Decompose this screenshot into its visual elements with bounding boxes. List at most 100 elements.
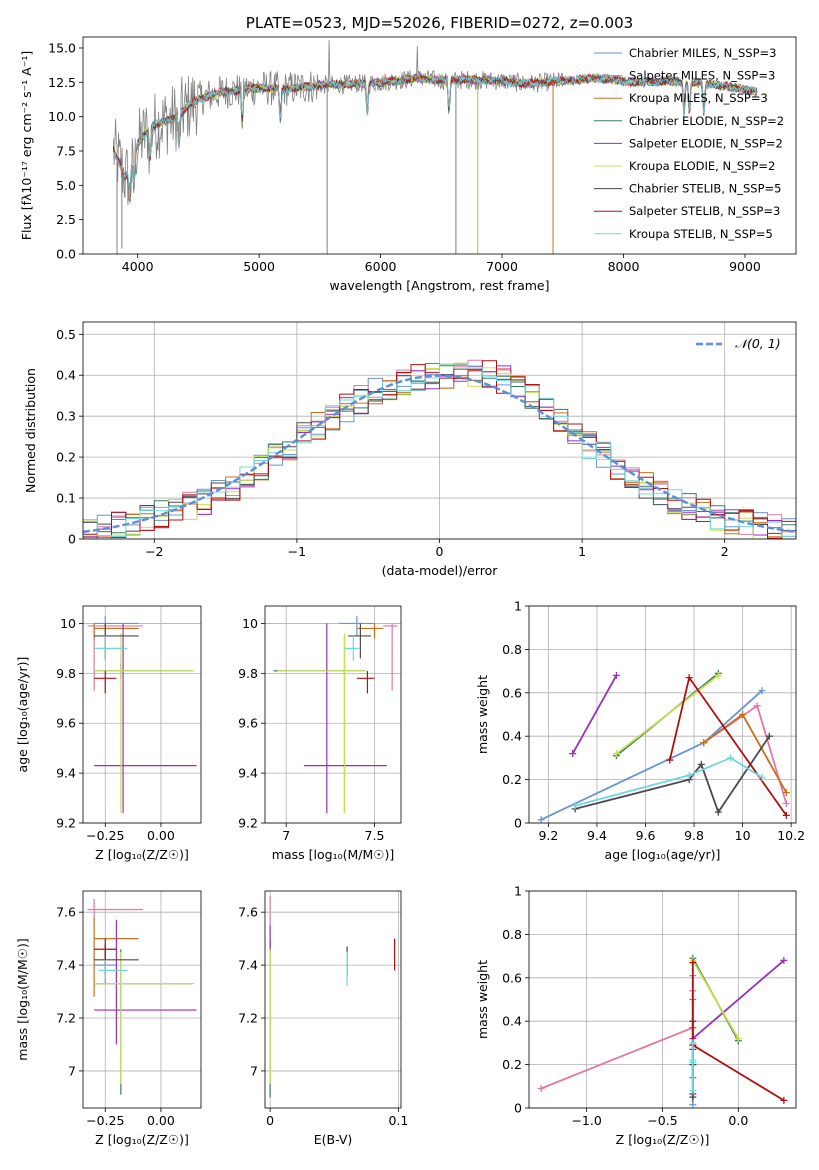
weight-point-marker [734, 1035, 742, 1043]
x-tick-label: 0.00 [147, 828, 175, 843]
x-tick-label: −0.25 [86, 828, 124, 843]
axes-residuals: −2 −1 0 1 2 0 0.1 0.2 0.3 0.4 0.5 (data-model)/erro… [23, 321, 797, 578]
legend-entry: Chabrier STELIB, N_SSP=5 [629, 182, 781, 196]
weight-point-marker [689, 1056, 697, 1064]
plot-area [87, 898, 197, 1095]
axes-frame [82, 890, 202, 1109]
y-tick-label: 9.4 [56, 766, 76, 781]
x-axis-label: (data-model)/error [382, 563, 499, 578]
weight-point-marker [569, 750, 577, 758]
x-tick-label: 0.0 [728, 1113, 748, 1128]
x-axis-label: Z [log₁₀(Z/Z☉)] [616, 1132, 710, 1147]
plot-area [537, 954, 788, 1108]
weight-point-marker [726, 754, 734, 762]
x-tick-label: −1 [288, 544, 306, 559]
x-tick-label: 10.2 [777, 828, 805, 843]
y-tick-label: 0.1 [56, 491, 76, 506]
x-tick-label: 7000 [486, 259, 518, 274]
legend-entry: Chabrier ELODIE, N_SSP=2 [629, 114, 784, 128]
weight-point-marker [697, 760, 705, 768]
y-tick-label: 0.6 [502, 685, 522, 700]
y-tick-label: 9.8 [238, 666, 258, 681]
axes-mass-vs-EBV: 0 0.1 7 7.2 7.4 7.6 E(B-V) [238, 890, 408, 1147]
x-tick-label: −1.0 [571, 1113, 601, 1128]
x-tick-label: 0.00 [147, 1113, 175, 1128]
weight-series-line [692, 959, 785, 1040]
weight-point-marker [537, 816, 545, 823]
weight-series-line [540, 990, 694, 1090]
x-tick-label: −0.25 [86, 1113, 124, 1128]
y-tick-label: 12.5 [48, 75, 76, 90]
x-tick-label: 4000 [122, 259, 154, 274]
y-tick-label: 5.0 [56, 178, 76, 193]
y-tick-label: 7.5 [56, 143, 76, 158]
axes-age-vs-mass: 7 7.5 9.2 9.4 9.6 9.8 10 mass [log₁₀(M/M☉)] [238, 605, 402, 862]
y-tick-label: 9.8 [56, 666, 76, 681]
y-tick-label: 0.3 [56, 409, 76, 424]
x-axis-label: E(B-V) [314, 1132, 353, 1147]
y-tick-label: 0.2 [502, 1057, 522, 1072]
weight-point-marker [780, 1096, 788, 1104]
x-tick-label: 9.2 [538, 828, 558, 843]
axes-frame [264, 890, 402, 1109]
weight-point-marker [765, 732, 773, 740]
y-tick-label: 0 [514, 816, 522, 831]
y-tick-label: 9.2 [56, 816, 76, 831]
x-tick-label: −0.5 [647, 1113, 677, 1128]
x-tick-label: 0 [436, 544, 444, 559]
y-tick-label: 1 [514, 599, 522, 614]
weight-point-marker [685, 674, 693, 682]
y-tick-label: 7.4 [238, 958, 258, 973]
weight-point-marker [758, 687, 766, 695]
y-tick-label: 9.2 [238, 816, 258, 831]
x-tick-label: 9.4 [587, 828, 607, 843]
y-tick-label: 1 [514, 884, 522, 899]
weight-point-marker [612, 671, 620, 679]
plot-area [273, 615, 398, 814]
histogram-series [83, 363, 796, 538]
y-tick-label: 7.4 [56, 958, 76, 973]
x-axis-label: mass [log₁₀(M/M☉)] [272, 847, 394, 862]
axes-age-vs-Z: −0.25 0.00 9.2 9.4 9.6 9.8 10 Z [log₁₀(Z/Z☉)] ag… [15, 605, 202, 862]
y-tick-label: 0 [68, 532, 76, 547]
x-tick-label: 1 [578, 544, 586, 559]
weight-point-marker [739, 711, 747, 718]
y-tick-label: 0.2 [502, 772, 522, 787]
y-tick-label: 7.2 [238, 1011, 258, 1026]
weight-point-marker [537, 1084, 545, 1092]
legend-entry: Salpeter MILES, N_SSP=3 [629, 69, 775, 83]
y-tick-label: 9.4 [238, 766, 258, 781]
y-tick-label: 7 [250, 1063, 258, 1078]
weight-series-line [540, 689, 763, 821]
axes-spectrum: 4000 5000 6000 7000 8000 9000 0.0 2.5 5.0 7.5 10.0… [19, 14, 797, 293]
weight-point-marker [685, 771, 693, 779]
y-tick-label: 9.6 [56, 716, 76, 731]
y-tick-label: 0.8 [502, 642, 522, 657]
plot-area [112, 40, 758, 254]
weight-point-marker [782, 799, 790, 807]
axes-frame [264, 605, 402, 824]
weight-point-marker [689, 1087, 697, 1095]
y-tick-label: 7.6 [238, 905, 258, 920]
x-tick-label: 8000 [608, 259, 640, 274]
y-tick-label: 2.5 [56, 212, 76, 227]
x-tick-label: 7.5 [365, 828, 385, 843]
y-tick-label: 9.6 [238, 716, 258, 731]
x-tick-label: 9.8 [684, 828, 704, 843]
weight-point-marker [782, 811, 790, 819]
plot-area [83, 359, 796, 539]
weight-point-marker [782, 789, 790, 797]
y-tick-label: 7.6 [56, 905, 76, 920]
weight-point-marker [700, 739, 708, 747]
y-tick-label: 0.2 [56, 450, 76, 465]
x-tick-label: 10 [735, 828, 751, 843]
x-axis-label: age [log₁₀(age/yr)] [605, 847, 721, 862]
axes-frame [82, 605, 202, 824]
y-tick-label: 10 [60, 616, 76, 631]
y-tick-label: 0.4 [502, 1014, 522, 1029]
weight-point-marker [753, 702, 761, 710]
x-axis-label: wavelength [Angstrom, rest frame] [329, 278, 549, 293]
legend-entry: Chabrier MILES, N_SSP=3 [629, 46, 776, 60]
x-axis-label: Z [log₁₀(Z/Z☉)] [95, 1132, 189, 1147]
